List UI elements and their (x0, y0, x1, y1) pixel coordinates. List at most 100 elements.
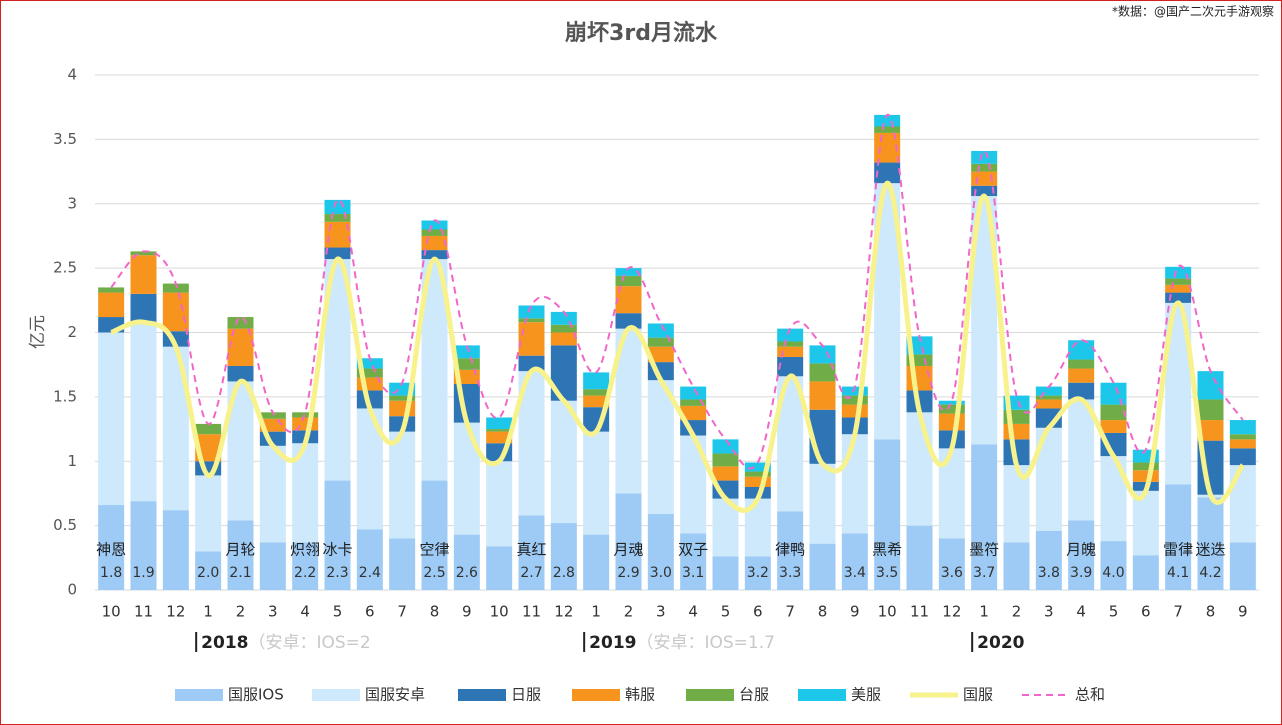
bar-segment (518, 305, 545, 319)
bar-segment (809, 345, 836, 364)
version-number: 2.1 (229, 565, 251, 581)
bar-segment (777, 346, 804, 357)
bar-segment (98, 332, 125, 506)
bar-segment (712, 439, 739, 454)
bar-segment (550, 400, 577, 524)
bar-segment (1100, 432, 1127, 457)
bar-segment (809, 543, 836, 590)
bar-segment (744, 476, 771, 487)
x-tick-label: 9 (462, 603, 472, 621)
version-number: 3.1 (682, 565, 704, 581)
x-tick-label: 7 (1173, 603, 1183, 621)
bar-segment (647, 346, 674, 363)
bar-segment (324, 480, 351, 590)
bar-segment (1035, 386, 1062, 396)
bar-segment (518, 322, 545, 356)
x-tick-label: 1 (591, 603, 601, 621)
bar-segment (971, 444, 998, 590)
version-name: 空律 (419, 541, 449, 559)
bar-segment (1165, 484, 1192, 590)
x-tick-label: 12 (554, 603, 573, 621)
bar-segment (453, 534, 480, 590)
bar-segment (615, 275, 642, 287)
bar-segment (777, 341, 804, 347)
bar-segment (1229, 439, 1256, 449)
y-tick-label: 2.5 (53, 259, 77, 277)
bar-segment (647, 380, 674, 515)
bar-segment (971, 171, 998, 186)
bar-segment (1165, 284, 1192, 293)
bar-segment (712, 453, 739, 467)
legend-swatch (312, 689, 360, 701)
bar-segment (906, 525, 933, 590)
x-tick-label: 5 (721, 603, 731, 621)
bar-segment (744, 471, 771, 477)
bar-segment (744, 556, 771, 590)
bar-segment (1100, 420, 1127, 433)
year-label: 2020 (977, 633, 1024, 653)
x-tick-label: 11 (522, 603, 541, 621)
version-name: 神恩 (96, 541, 126, 559)
year: 2020 (977, 633, 1024, 653)
bar-segment (874, 439, 901, 590)
y-tick-label: 3 (67, 194, 77, 212)
bar-segment (130, 255, 157, 294)
bar-segment (550, 332, 577, 346)
bar-segment (195, 423, 222, 435)
version-number: 3.3 (779, 565, 801, 581)
bar-segment (615, 493, 642, 590)
bar-segment (1165, 278, 1192, 285)
line-series (110, 180, 1245, 513)
bar-segment (259, 445, 286, 543)
bar-segment (971, 185, 998, 197)
version-number: 3.5 (876, 565, 898, 581)
bar-segment (583, 389, 610, 396)
x-tick-label: 4 (1076, 603, 1086, 621)
bar-segment (421, 250, 448, 260)
year: 2018 (201, 633, 248, 653)
x-tick-label: 3 (656, 603, 666, 621)
bar-segment (98, 505, 125, 590)
y-tick-label: 1.5 (53, 387, 77, 405)
version-name: 月魄 (1066, 541, 1096, 559)
bar-segment (1165, 292, 1192, 303)
x-tick-label: 4 (688, 603, 698, 621)
version-name: 双子 (678, 541, 708, 559)
bar-segment (421, 480, 448, 590)
bar-segment (1132, 555, 1159, 590)
bar-segment (938, 413, 965, 431)
bar-segment (1197, 371, 1224, 400)
chart-title: 崩坏3rd月流水 (565, 20, 718, 46)
x-tick-label: 11 (134, 603, 153, 621)
bar-segment (971, 150, 998, 164)
bar-segment (292, 417, 319, 431)
bar-segment (162, 510, 189, 590)
x-tick-label: 8 (818, 603, 828, 621)
bar-segment (130, 293, 157, 323)
bar-segment (1003, 423, 1030, 440)
bar-segment (712, 466, 739, 481)
bar-segment (1197, 399, 1224, 421)
bar-segment (486, 431, 513, 444)
legend-label: 国服IOS (228, 686, 284, 704)
bar-segment (1035, 395, 1062, 400)
version-number: 1.9 (132, 565, 154, 581)
bar-segment (680, 533, 707, 590)
bar-segment (356, 368, 383, 378)
bar-segment (1003, 542, 1030, 590)
bar-segment (809, 363, 836, 382)
legend-swatch (798, 689, 846, 701)
x-tick-label: 8 (1206, 603, 1216, 621)
legend-swatch (458, 689, 506, 701)
bar-segment (809, 463, 836, 544)
bar-segment (583, 534, 610, 590)
x-tick-label: 10 (878, 603, 897, 621)
version-number: 4.2 (1199, 565, 1221, 581)
bar-segment (195, 475, 222, 552)
version-number: 3.6 (941, 565, 963, 581)
version-number: 2.0 (197, 565, 219, 581)
bar-segment (583, 431, 610, 535)
y-tick-label: 0 (67, 581, 77, 599)
version-number: 3.7 (973, 565, 995, 581)
bar-segment (550, 324, 577, 333)
